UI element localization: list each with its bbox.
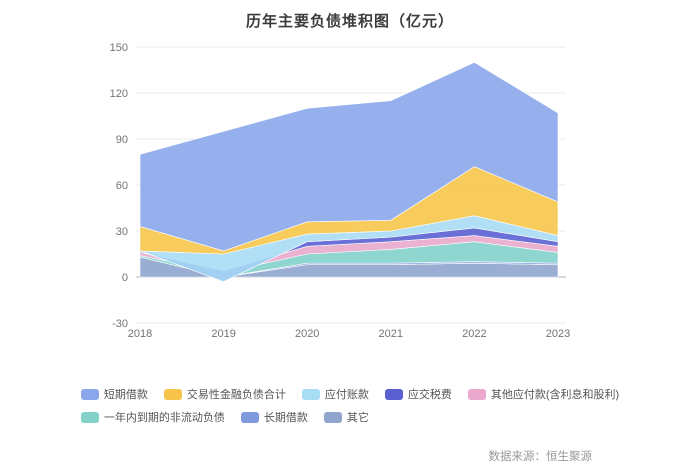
chart-title: 历年主要负债堆积图（亿元） [245,13,454,30]
legend-row: 一年内到期的非流动负债 长期借款 其它 [80,409,619,425]
x-axis-tick-label: 2022 [462,328,486,340]
legend-item: 其他应付款(含利息和股利) [467,386,620,402]
legend-swatch [323,411,342,423]
y-axis-tick-label: 0 [122,272,128,284]
y-axis-tick-label: 90 [116,134,128,146]
legend-item: 长期借款 [240,409,308,425]
legend-label: 交易性金融负债合计 [186,389,286,401]
legend-label: 一年内到期的非流动负债 [103,412,225,424]
legend-swatch [80,411,99,423]
legend-label: 短期借款 [103,389,148,401]
legend-swatch [384,388,403,400]
area-series-0 [139,61,559,252]
legend-item: 应付账款 [301,386,369,402]
chart-legend-rows: 短期借款 交易性金融负债合计 应付账款 应交税费 其他应付款(含利息和股利) 一年内到期的… [80,386,620,432]
legend-swatch [163,388,182,400]
legend-item: 一年内到期的非流动负债 [80,409,225,425]
legend-item: 应交税费 [384,386,452,402]
legend-label: 长期借款 [263,412,308,424]
legend-swatch [301,388,320,400]
x-axis-tick-label: 2021 [379,328,403,340]
legend-swatch [240,411,259,423]
y-axis-tick-label: 30 [116,226,128,238]
legend-item: 短期借款 [80,386,148,402]
legend-label: 应付账款 [324,389,369,401]
x-axis-tick-label: 2023 [546,328,570,340]
legend-item: 交易性金融负债合计 [163,386,286,402]
legend-label: 应交税费 [407,389,452,401]
legend-label: 其它 [346,412,369,424]
y-axis-tick-label: 120 [110,88,128,100]
x-axis-tick-label: 2018 [128,328,152,340]
data-source-label: 数据来源：恒生聚源 [488,451,593,463]
x-axis-tick-label: 2020 [295,328,319,340]
y-axis-tick-label: 150 [110,42,128,54]
legend-row: 短期借款 交易性金融负债合计 应付账款 应交税费 其他应付款(含利息和股利) [80,386,620,402]
y-axis-tick-label: -30 [112,318,128,330]
legend-swatch [467,388,486,400]
legend-label: 其他应付款(含利息和股利) [490,389,620,401]
legend-swatch [80,388,99,400]
y-axis-tick-label: 60 [116,180,128,192]
x-axis-tick-label: 2019 [211,328,235,340]
legend-item: 其它 [323,409,369,425]
chart-legend: 短期借款 交易性金融负债合计 应付账款 应交税费 其他应付款(含利息和股利) 一年内到期的… [0,386,700,432]
